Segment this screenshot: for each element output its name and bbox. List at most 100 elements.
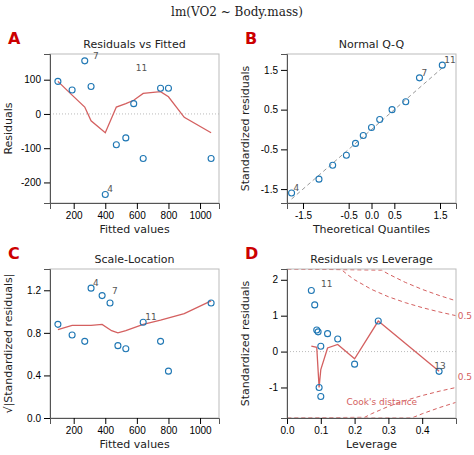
panel-label: A [8, 29, 21, 48]
plot-frame [287, 269, 456, 418]
panel: 0.00.10.20.30.4-10121113Cook's distance0… [239, 244, 472, 451]
y-axis-title: Standardized residuals [239, 66, 252, 192]
tick-mark [44, 418, 50, 419]
y-axis-title: √|Standardized residuals| [2, 274, 15, 414]
panel: 20040060080010000.00.40.81.24711Scale-Lo… [2, 244, 220, 451]
tick: 0.5 [264, 104, 287, 115]
tick-label: -0.5 [341, 210, 359, 221]
point [308, 288, 314, 294]
y-axis-title: Standardized residuals [239, 281, 252, 407]
y-axis-line [44, 270, 51, 419]
line [58, 81, 211, 132]
tick-mark [281, 352, 287, 353]
point [131, 101, 137, 107]
point [316, 384, 322, 390]
point [82, 58, 88, 64]
tick: 2 [272, 274, 287, 285]
tick-mark [394, 203, 395, 209]
y-axis: 0.00.40.81.2 [27, 270, 50, 424]
tick-label: 1.5 [434, 210, 448, 221]
tick-label: 0.8 [27, 328, 41, 339]
point [316, 176, 322, 182]
y-axis-line [44, 55, 51, 204]
tick: 1.5 [264, 65, 287, 76]
point [389, 107, 395, 113]
y-axis: -1012 [269, 270, 287, 419]
point [312, 302, 318, 308]
tick: 200 [66, 203, 83, 221]
point [377, 117, 383, 123]
line [311, 321, 439, 387]
tick-label: 800 [161, 210, 178, 221]
tick-mark [281, 110, 287, 111]
chart: lm(VO2 ~ Body.mass)2004006008001000-200-… [0, 0, 474, 455]
tick: 600 [129, 203, 146, 221]
line [58, 301, 211, 333]
x-axis-title: Fitted values [99, 438, 170, 451]
tick-label: 0.0 [365, 210, 379, 221]
tick-label: 0.5 [264, 104, 278, 115]
tick: 0.2 [348, 418, 362, 436]
tick-label: 0.3 [382, 425, 396, 436]
point [343, 152, 349, 158]
tick-mark [281, 149, 287, 150]
reference-line [287, 351, 456, 352]
annotation: 13 [434, 361, 445, 371]
line [287, 269, 455, 301]
x-axis: 200 400 600 800 1000 [51, 418, 220, 436]
tick: -0.5 [261, 144, 287, 155]
tick-label: 1.5 [264, 65, 278, 76]
point [55, 321, 61, 327]
plot-marks [287, 269, 456, 418]
tick-mark [74, 418, 75, 424]
tick-label: 2 [272, 274, 278, 285]
tick-mark [281, 280, 287, 281]
point [113, 142, 119, 148]
tick: 0.4 [416, 418, 430, 436]
tick-label: 0.0 [27, 413, 41, 424]
tick: 0 [35, 109, 50, 120]
tick-mark [44, 182, 50, 183]
point [403, 99, 409, 105]
tick: 1000 [189, 418, 212, 436]
x-axis-line [51, 204, 220, 210]
tick-label: 600 [129, 425, 146, 436]
tick: 1.2 [27, 285, 50, 296]
y-axis-line [281, 55, 288, 204]
tick-label: 400 [97, 210, 114, 221]
tick-mark [321, 418, 322, 424]
reference-line [50, 113, 219, 114]
point [158, 338, 164, 344]
point [325, 331, 331, 337]
x-axis: -1.5-0.50.00.51.5 [288, 203, 457, 221]
point [330, 162, 336, 168]
tick: 600 [129, 418, 146, 436]
annotation: 7 [421, 68, 427, 78]
tick-label: 200 [66, 425, 83, 436]
tick-mark [281, 189, 287, 190]
tick-mark [281, 70, 287, 71]
tick-mark [440, 203, 441, 209]
tick-label: 0.2 [348, 425, 362, 436]
point [82, 338, 88, 344]
tick-label: 400 [97, 425, 114, 436]
tick: 0.5 [388, 203, 402, 221]
point [375, 318, 381, 324]
tick-label: 0.0 [281, 425, 295, 436]
plot-frame [50, 269, 219, 418]
tick-mark [372, 203, 373, 209]
tick-label: 800 [161, 425, 178, 436]
tick: 0.1 [314, 418, 328, 436]
x-axis-title: Fitted values [99, 223, 170, 236]
annotation: 11 [136, 63, 147, 73]
plot-frame [50, 54, 219, 203]
tick-label: 1000 [189, 425, 212, 436]
point [115, 343, 121, 349]
tick-mark [74, 203, 75, 209]
tick-label: 1000 [189, 210, 212, 221]
point [69, 87, 75, 93]
tick: 0 [272, 346, 287, 357]
tick-mark [44, 290, 50, 291]
x-axis-title: Theoretical Quantiles [312, 223, 430, 236]
tick: -1 [269, 382, 287, 393]
